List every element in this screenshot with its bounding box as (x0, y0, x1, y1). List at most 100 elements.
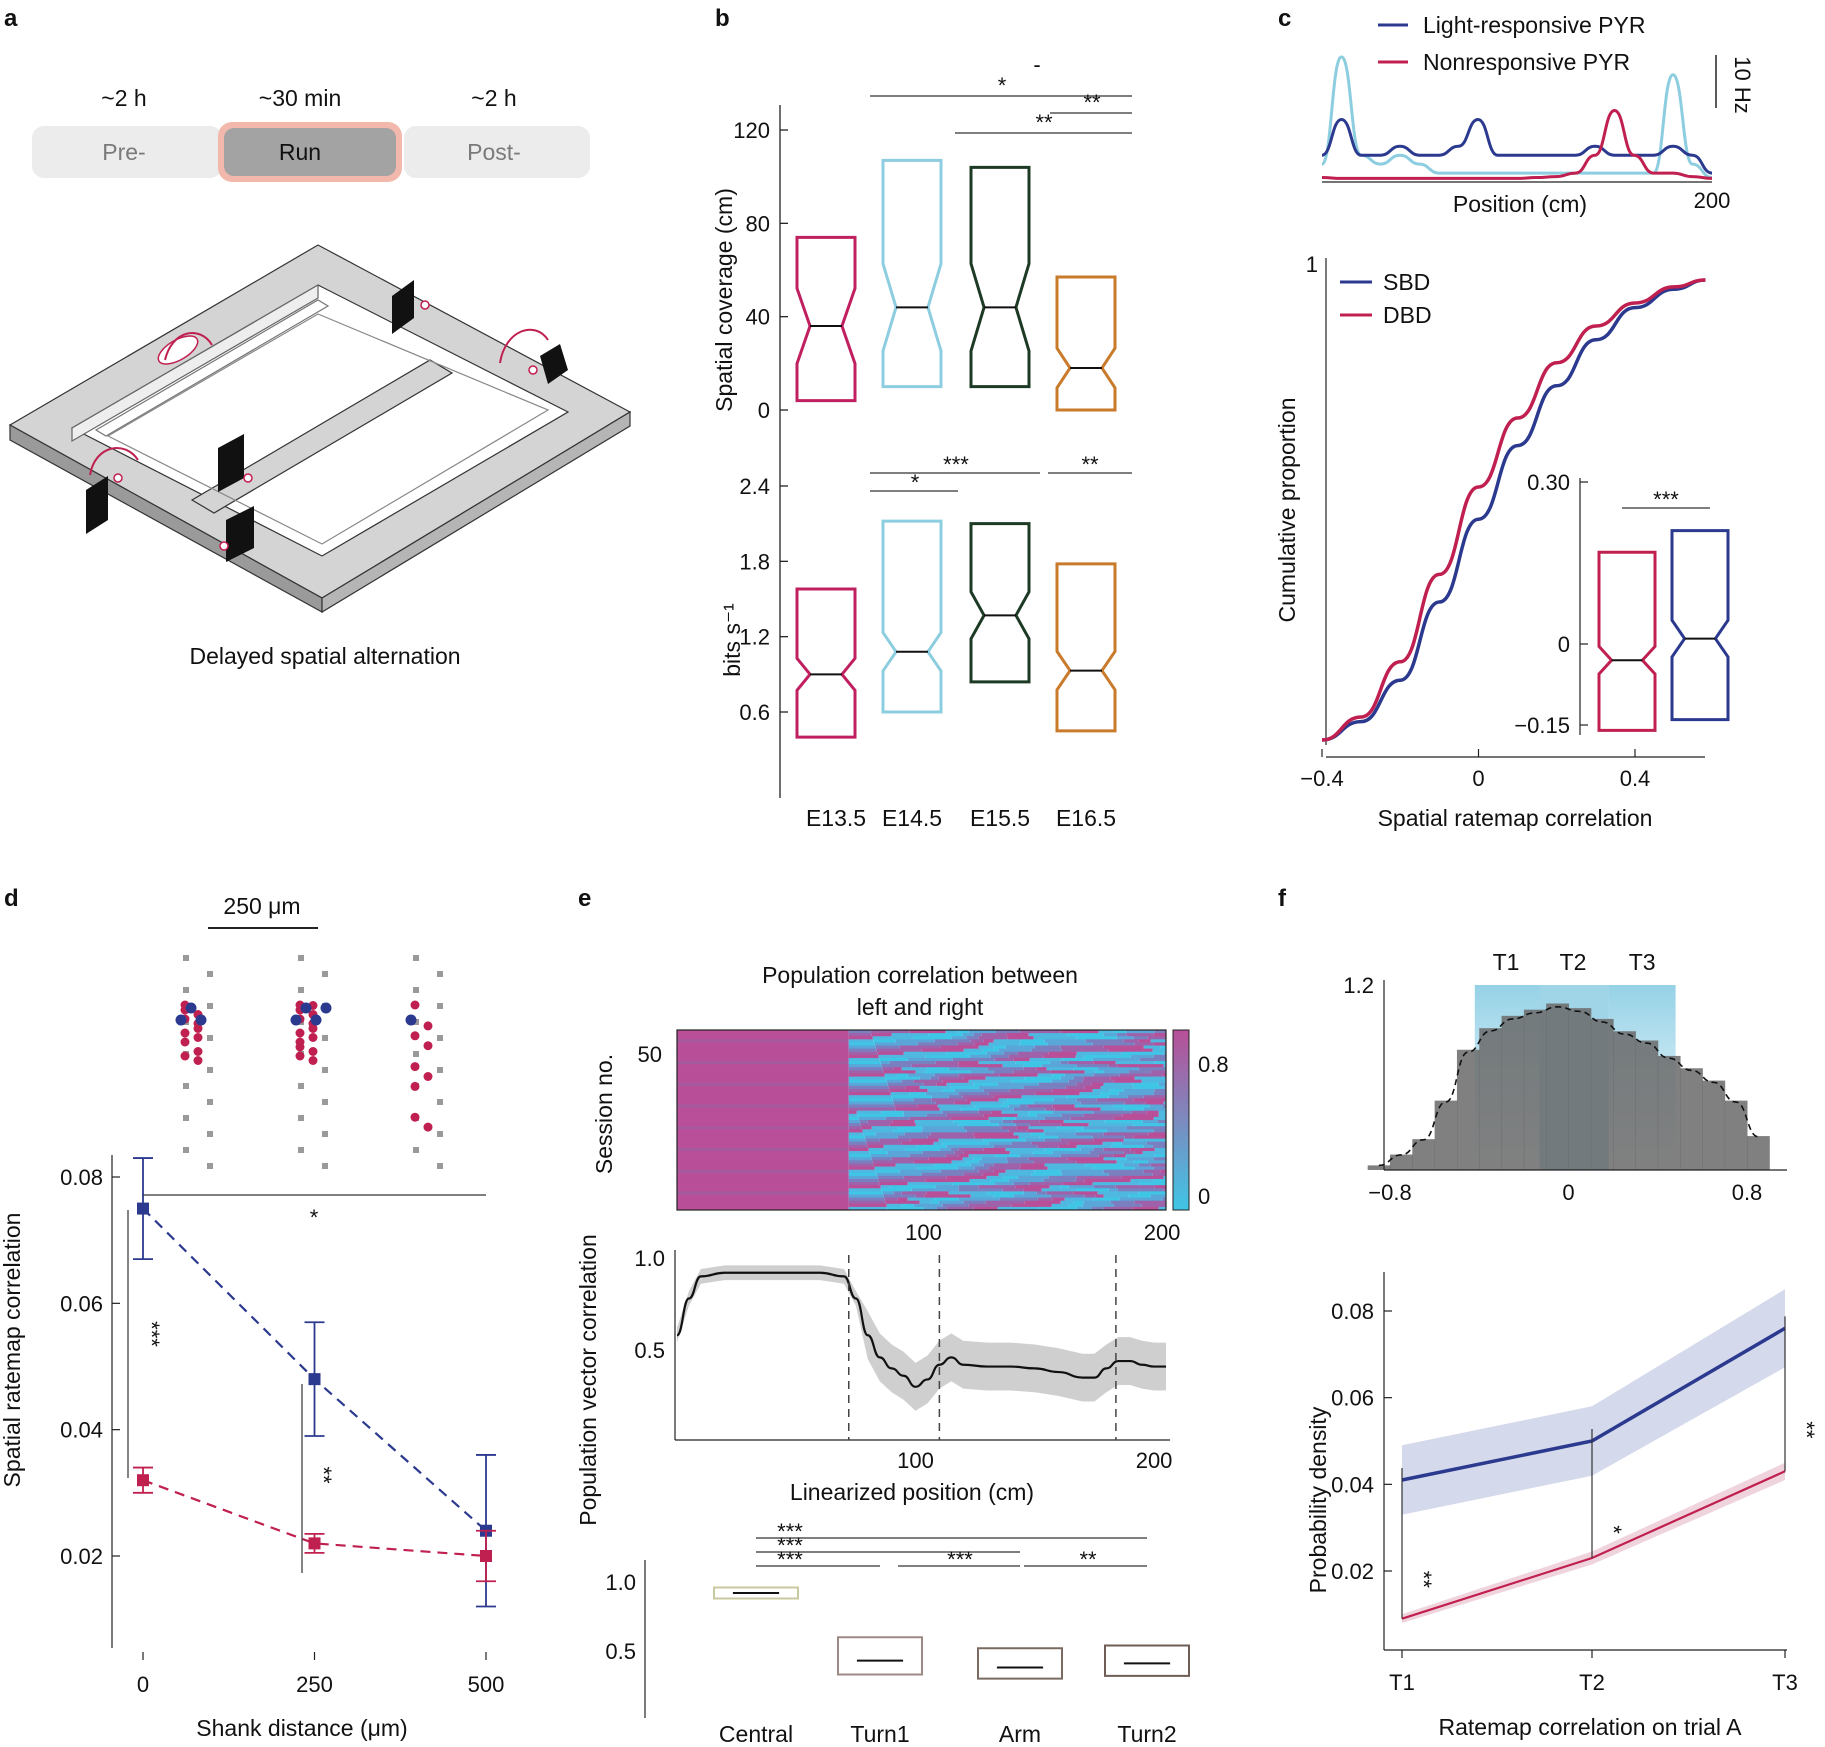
heatmap-cell (1052, 1073, 1065, 1078)
c-top-xtick-end: 200 (1694, 188, 1731, 213)
heatmap-cell (1158, 1110, 1166, 1115)
c-main-series-SBD (1321, 278, 1706, 742)
heatmap-cell (677, 1129, 849, 1133)
e-heatmap-ylabel: Session no. (591, 1054, 617, 1174)
heatmap-cell (871, 1033, 892, 1037)
heatmap-cell (958, 1073, 1000, 1078)
heatmap-cell (973, 1082, 998, 1087)
b-top-box-E14.5 (881, 158, 943, 389)
heatmap-cell (1163, 1051, 1166, 1056)
heatmap-cell (1052, 1151, 1090, 1155)
c-inset-ytick: 0.30 (1527, 470, 1570, 495)
heatmap-cell (848, 1085, 889, 1090)
heatmap-cell (917, 1104, 938, 1109)
heatmap-cell (1049, 1061, 1061, 1065)
heatmap-cell (1084, 1070, 1096, 1074)
c-main-plot: −0.4 0 0.4 (1300, 258, 1706, 791)
heatmap-cell (1060, 1045, 1104, 1050)
heatmap-cell (1007, 1098, 1054, 1102)
heatmap-cell (963, 1172, 983, 1177)
heatmap-cell (1080, 1101, 1125, 1105)
heatmap-cell (1089, 1151, 1124, 1155)
heatmap-cell (958, 1197, 1000, 1202)
heatmap-cell (1020, 1163, 1045, 1168)
heatmap-cell (1092, 1057, 1140, 1062)
heatmap-cell (889, 1123, 916, 1127)
heatmap-cell (1108, 1048, 1153, 1053)
legend-dbd: DBD (1383, 302, 1432, 328)
heatmap-cell (1096, 1098, 1134, 1102)
heatmap-cell (1133, 1123, 1166, 1127)
heatmap-cell (1093, 1061, 1116, 1065)
d-ytick: 0.08 (60, 1165, 103, 1190)
heatmap-cell (986, 1051, 1004, 1056)
heatmap-cell (960, 1107, 979, 1112)
panel-a-caption: Delayed spatial alternation (189, 643, 460, 669)
e-box-Turn2 (1104, 1644, 1190, 1677)
heatmap-cell (1143, 1107, 1166, 1112)
heatmap-cell (1061, 1113, 1084, 1118)
heatmap-cell (1126, 1033, 1154, 1037)
heatmap-cell (919, 1200, 931, 1205)
heatmap-cell (848, 1123, 861, 1127)
heatmap-cell (919, 1085, 951, 1090)
heatmap-cell (934, 1163, 971, 1168)
heatmap-cell (1113, 1141, 1122, 1146)
heatmap-cell (958, 1188, 1003, 1192)
e-box-ytick: 0.5 (605, 1639, 636, 1664)
heatmap-cell (1134, 1042, 1154, 1047)
heatmap-cell (988, 1092, 1036, 1096)
heatmap-cell (879, 1138, 911, 1143)
heatmap-cell (1095, 1070, 1104, 1074)
heatmap-cell (1138, 1163, 1151, 1168)
phase-post-box (404, 126, 590, 178)
b-bottom-ytick-2.4: 2.4 (739, 474, 770, 499)
heatmap-cell (889, 1185, 936, 1189)
heatmap-cell (1060, 1200, 1074, 1205)
heatmap-cell (1015, 1123, 1030, 1127)
heatmap-cell (1037, 1197, 1053, 1202)
heatmap-cell (970, 1163, 984, 1168)
heatmap-cell (1047, 1166, 1093, 1171)
heatmap-cell (935, 1061, 959, 1065)
heatmap-cell (848, 1166, 875, 1171)
heatmap-cell (1039, 1120, 1064, 1124)
heatmap-cell (998, 1098, 1008, 1102)
heatmap-cell (1044, 1039, 1086, 1043)
heatmap-cell (915, 1070, 925, 1074)
heatmap-cell (1103, 1045, 1144, 1050)
heatmap-cell (1113, 1203, 1142, 1208)
heatmap-cell (1154, 1088, 1166, 1093)
heatmap-cell (958, 1061, 979, 1065)
f-line-sig-label: * (1601, 1525, 1626, 1534)
heatmap-cell (1117, 1188, 1164, 1192)
heatmap-cell (869, 1151, 888, 1155)
heatmap-cell (1074, 1104, 1114, 1109)
unit-dbd (308, 1033, 318, 1042)
heatmap-cell (905, 1085, 920, 1090)
heatmap-cell (963, 1200, 986, 1205)
heatmap-cell (858, 1116, 886, 1121)
heatmap-cell (950, 1085, 979, 1090)
heatmap-cell (677, 1048, 849, 1053)
heatmap-cell (848, 1036, 873, 1040)
heatmap-cell (848, 1144, 868, 1149)
heatmap-cell (1133, 1160, 1148, 1164)
shank-site (207, 1099, 213, 1105)
heatmap-cell (942, 1110, 979, 1115)
unit-dbd (180, 1051, 190, 1061)
phase-post-duration: ~2 h (471, 85, 516, 111)
heatmap-cell (1065, 1085, 1085, 1090)
f-hist-bar (1523, 1009, 1547, 1170)
heatmap-cell (969, 1054, 991, 1059)
heatmap-cell (981, 1157, 1007, 1161)
heatmap-cell (1007, 1160, 1034, 1164)
shank-site (322, 971, 328, 977)
heatmap-cell (1147, 1036, 1166, 1040)
heatmap-cell (848, 1178, 879, 1183)
heatmap-cell (677, 1088, 849, 1093)
heatmap-cell (878, 1178, 926, 1183)
heatmap-cell (848, 1101, 894, 1105)
heatmap-cell (1118, 1092, 1154, 1096)
